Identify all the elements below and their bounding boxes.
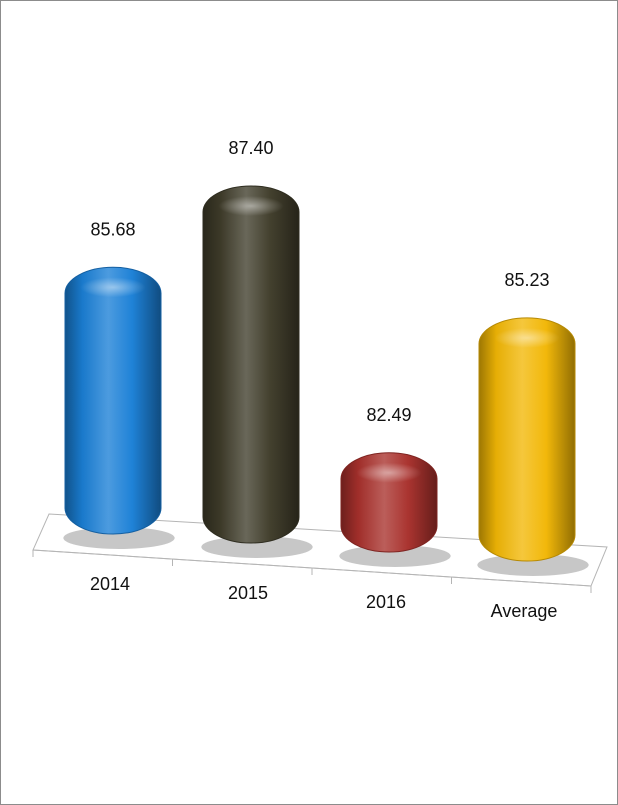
category-label-2014: 2014	[90, 574, 130, 594]
data-label-2015: 87.40	[228, 138, 273, 158]
bar-shadow-average	[477, 554, 589, 576]
bar-shadow-2015	[201, 536, 313, 558]
bar-shadow-2016	[339, 545, 451, 567]
bar-2014	[64, 266, 162, 535]
bars	[64, 185, 576, 562]
data-label-2014: 85.68	[90, 219, 135, 239]
x-axis-labels: 2014 2015 2016 Average	[90, 574, 557, 621]
category-label-2016: 2016	[366, 592, 406, 612]
bar-highlight-2015	[218, 196, 284, 216]
bar-highlight-average	[494, 327, 560, 348]
x-axis-ticks	[32, 550, 592, 593]
bar-highlight-2014	[80, 277, 146, 298]
bar-shadows	[63, 527, 589, 576]
data-label-2016: 82.49	[366, 405, 411, 425]
data-labels: 85.68 87.40 82.49 85.23	[90, 138, 549, 425]
bar-2015	[202, 185, 300, 544]
data-label-average: 85.23	[504, 270, 549, 290]
bar-highlight-2016	[356, 462, 422, 483]
bar-shadow-2014	[63, 527, 175, 549]
bar-average	[478, 317, 576, 562]
category-label-2015: 2015	[228, 583, 268, 603]
category-label-average: Average	[491, 601, 558, 621]
